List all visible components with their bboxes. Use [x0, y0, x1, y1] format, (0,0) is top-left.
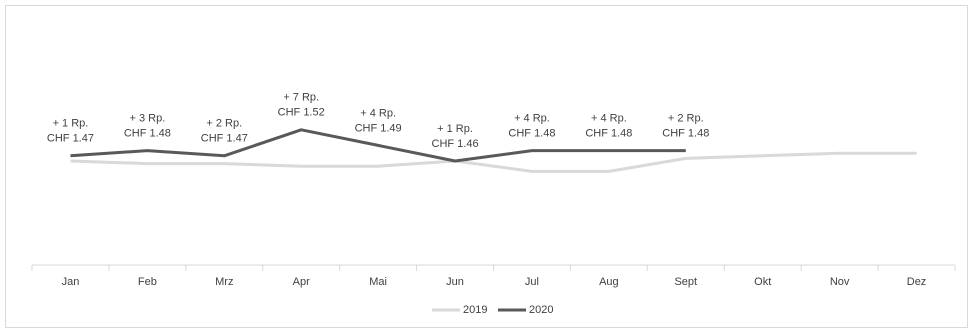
data-label: CHF 1.49: [355, 122, 402, 134]
change-label: + 4 Rp.: [514, 113, 550, 125]
change-label: + 1 Rp.: [437, 123, 473, 135]
x-tick-label: Jun: [446, 276, 464, 288]
x-tick-label: Sept: [674, 276, 697, 288]
x-tick-label: Jul: [525, 276, 539, 288]
change-label: + 1 Rp.: [53, 118, 89, 130]
data-label: CHF 1.48: [124, 128, 171, 140]
x-tick-label: Apr: [293, 276, 310, 288]
legend-label: 2019: [463, 304, 487, 316]
data-label: CHF 1.48: [662, 128, 709, 140]
series-line: [70, 128, 686, 163]
x-tick-label: Feb: [138, 276, 157, 288]
x-tick-label: Jan: [62, 276, 80, 288]
x-tick-label: Aug: [599, 276, 619, 288]
data-label: CHF 1.52: [278, 107, 325, 119]
change-label: + 2 Rp.: [668, 113, 704, 125]
data-label: CHF 1.47: [201, 133, 248, 145]
x-tick-label: Dez: [907, 276, 927, 288]
change-label: + 3 Rp.: [129, 113, 165, 125]
data-label: CHF 1.48: [585, 128, 632, 140]
legend-label: 2020: [529, 304, 553, 316]
data-label: CHF 1.48: [508, 128, 555, 140]
change-label: + 7 Rp.: [283, 92, 319, 104]
change-label: + 4 Rp.: [591, 113, 627, 125]
x-tick-label: Mai: [369, 276, 387, 288]
data-label: CHF 1.46: [432, 138, 479, 150]
x-tick-label: Okt: [754, 276, 771, 288]
x-tick-label: Nov: [830, 276, 850, 288]
series-line: [70, 151, 917, 173]
change-label: + 2 Rp.: [206, 118, 242, 130]
data-label: CHF 1.47: [47, 133, 94, 145]
x-tick-label: Mrz: [215, 276, 233, 288]
change-label: + 4 Rp.: [360, 107, 396, 119]
